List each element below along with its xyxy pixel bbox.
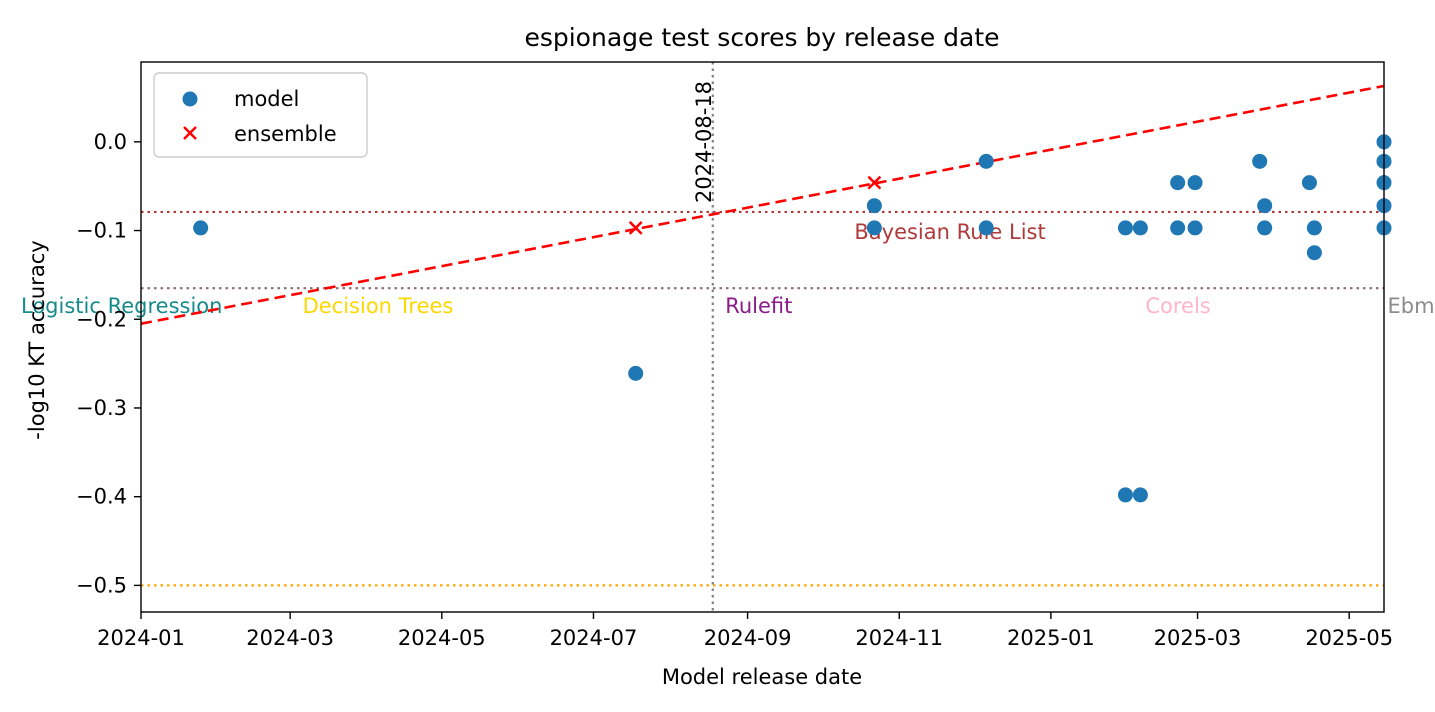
annotation-label: Decision Trees (303, 294, 454, 318)
model-point (978, 220, 994, 236)
y-tick-label: −0.2 (76, 307, 127, 331)
vertical-line-label: 2024-08-18 (692, 81, 716, 203)
model-point (866, 198, 882, 214)
x-tick-label: 2025-03 (1154, 626, 1242, 650)
x-axis: 2024-01 2024-03 2024-05 2024-07 2024-09 2024-… (97, 612, 1393, 650)
y-tick-label: −0.1 (76, 219, 127, 243)
model-point (978, 153, 994, 169)
reference-line-label: Bayesian Rule List (854, 220, 1045, 244)
annotation-label: Corels (1145, 294, 1210, 318)
chart-title: espionage test scores by release date (524, 23, 999, 52)
y-tick-label: −0.3 (76, 396, 127, 420)
x-tick-label: 2025-01 (1007, 626, 1095, 650)
model-point (1117, 487, 1133, 503)
trend-line (140, 84, 1385, 325)
x-tick-label: 2024-07 (550, 626, 638, 650)
model-point (1187, 175, 1203, 191)
x-tick-label: 2024-01 (97, 626, 185, 650)
x-tick-label: 2024-09 (704, 626, 792, 650)
model-point (1252, 153, 1268, 169)
x-tick-label: 2025-05 (1305, 626, 1393, 650)
legend-box (153, 72, 368, 158)
model-point (1117, 220, 1133, 236)
y-axis: −0.5 −0.4 −0.3 −0.2 −0.1 0.0 (76, 130, 141, 597)
y-tick-label: −0.5 (76, 573, 127, 597)
legend-model-label: model (234, 87, 299, 111)
ensemble-point (628, 221, 643, 235)
x-tick-label: 2024-05 (398, 626, 486, 650)
legend-ensemble-marker (183, 126, 197, 140)
model-point (1257, 220, 1273, 236)
model-point (1170, 175, 1186, 191)
model-point (1132, 487, 1148, 503)
legend-model-marker (182, 91, 198, 107)
model-point (193, 220, 209, 236)
y-axis-title: -log10 KT accuracy (25, 240, 49, 439)
model-point (1187, 220, 1203, 236)
annotation-label: Rulefit (725, 294, 792, 318)
model-point (866, 220, 882, 236)
legend: model ensemble (153, 72, 368, 158)
x-tick-label: 2024-03 (246, 626, 334, 650)
annotation-label: Logistic Regression (21, 294, 222, 318)
data-points (193, 134, 1392, 503)
plot-frame (140, 61, 1385, 613)
model-point (1257, 198, 1273, 214)
vertical-date-line: 2024-08-18 (692, 62, 716, 612)
x-tick-label: 2024-11 (855, 626, 943, 650)
trend-line-path (140, 84, 1385, 325)
ensemble-point (867, 175, 882, 190)
model-point (1132, 220, 1148, 236)
reference-lines: Bayesian Rule List (141, 210, 1384, 587)
model-point (1306, 220, 1322, 236)
x-axis-title: Model release date (662, 665, 862, 689)
y-tick-label: −0.4 (76, 485, 127, 509)
annotation-label: Ebm (1387, 294, 1434, 318)
annotations: Logistic Regression Decision Trees Rulefit… (21, 294, 1435, 318)
y-tick-label: 0.0 (94, 130, 127, 154)
model-point (628, 365, 644, 381)
model-point (1306, 245, 1322, 261)
model-point (1301, 175, 1317, 191)
legend-ensemble-label: ensemble (234, 122, 337, 146)
model-point (1170, 220, 1186, 236)
